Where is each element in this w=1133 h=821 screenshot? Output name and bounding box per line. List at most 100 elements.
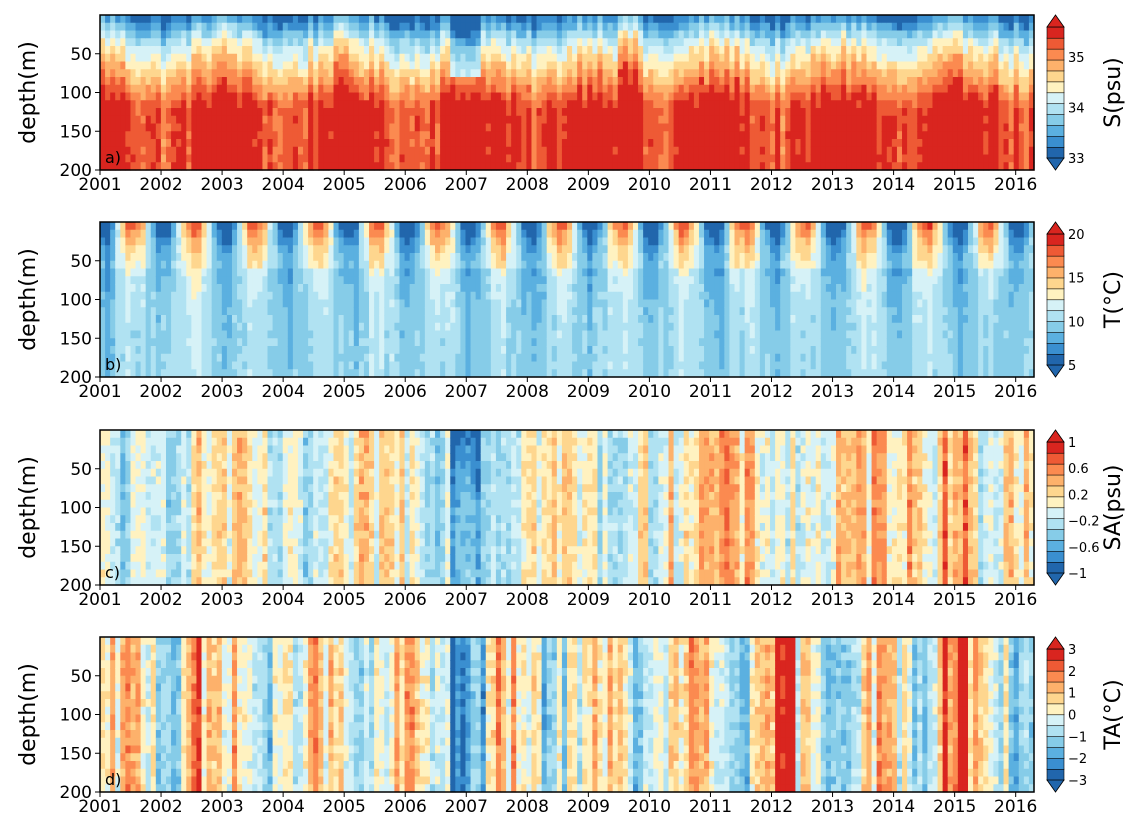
- heatmap-cell: [1013, 139, 1020, 148]
- heatmap-cell: [825, 53, 832, 63]
- heatmap-cell: [181, 307, 187, 316]
- heatmap-cell: [587, 38, 593, 47]
- heatmap-cell: [282, 84, 289, 94]
- heatmap-cell: [125, 229, 132, 239]
- heatmap-cell: [440, 131, 446, 140]
- heatmap-cell: [196, 253, 203, 262]
- heatmap-cell: [150, 53, 157, 63]
- heatmap-cell: [343, 146, 350, 156]
- heatmap-cell: [739, 162, 746, 171]
- heatmap-cell: [455, 15, 462, 24]
- heatmap-cell: [100, 346, 106, 355]
- heatmap-cell: [333, 330, 340, 339]
- heatmap-cell: [414, 69, 421, 78]
- heatmap-cell: [511, 30, 517, 39]
- heatmap-cell: [480, 69, 487, 78]
- heatmap-cell: [460, 139, 467, 148]
- heatmap-cell: [181, 253, 187, 262]
- heatmap-cell: [866, 154, 873, 163]
- heatmap-cell: [795, 46, 802, 55]
- heatmap-cell: [272, 276, 279, 285]
- heatmap-cell: [556, 38, 563, 47]
- heatmap-cell: [693, 115, 700, 125]
- heatmap-cell: [389, 322, 396, 332]
- heatmap-cell: [257, 30, 264, 39]
- heatmap-cell: [338, 315, 345, 324]
- heatmap-cell: [389, 100, 396, 109]
- heatmap-cell: [480, 162, 487, 171]
- heatmap-cell: [612, 162, 619, 171]
- heatmap-cell: [140, 139, 147, 148]
- heatmap-cell: [663, 15, 670, 24]
- heatmap-cell: [754, 139, 761, 148]
- heatmap-cell: [100, 108, 106, 117]
- heatmap-cell: [110, 92, 116, 101]
- heatmap-cell: [247, 84, 253, 94]
- heatmap-cell: [704, 162, 710, 171]
- heatmap-cell: [861, 84, 868, 94]
- heatmap-cell: [739, 69, 746, 78]
- heatmap-cell: [374, 146, 380, 156]
- heatmap-cell: [333, 61, 340, 70]
- heatmap-cell: [252, 146, 258, 156]
- heatmap-cell: [871, 77, 878, 86]
- heatmap-cell: [130, 307, 137, 316]
- heatmap-cell: [374, 22, 380, 32]
- heatmap-cell: [754, 22, 761, 32]
- heatmap-cell: [267, 69, 274, 78]
- heatmap-cell: [851, 84, 857, 94]
- heatmap-cell: [917, 139, 923, 148]
- heatmap-cell: [338, 139, 345, 148]
- heatmap-cell: [186, 61, 192, 70]
- heatmap-cell: [1028, 69, 1035, 78]
- heatmap-cell: [247, 237, 253, 246]
- heatmap-cell: [292, 330, 299, 339]
- heatmap-cell: [363, 154, 370, 163]
- heatmap-cell: [399, 222, 406, 231]
- heatmap-cell: [186, 245, 192, 254]
- heatmap-cell: [475, 146, 482, 156]
- heatmap-cell: [226, 268, 233, 277]
- heatmap-cell: [221, 284, 228, 293]
- heatmap-cell: [171, 260, 177, 270]
- heatmap-cell: [211, 253, 218, 262]
- heatmap-cell: [445, 38, 451, 47]
- heatmap-cell: [978, 162, 984, 171]
- heatmap-cell: [1003, 84, 1010, 94]
- heatmap-cell: [612, 84, 619, 94]
- heatmap-cell: [105, 307, 111, 316]
- heatmap-cell: [257, 146, 264, 156]
- heatmap-cell: [120, 299, 126, 308]
- heatmap-cell: [673, 131, 680, 140]
- heatmap-cell: [353, 245, 360, 254]
- heatmap-cell: [698, 115, 705, 125]
- heatmap-cell: [521, 154, 527, 163]
- heatmap-cell: [714, 131, 720, 140]
- heatmap-cell: [308, 92, 314, 101]
- heatmap-cell: [394, 69, 401, 78]
- heatmap-cell: [318, 299, 324, 308]
- heatmap-cell: [830, 108, 837, 117]
- heatmap-cell: [424, 123, 431, 132]
- heatmap-cell: [292, 253, 299, 262]
- heatmap-cell: [150, 146, 157, 156]
- heatmap-cell: [226, 346, 233, 355]
- heatmap-cell: [693, 100, 700, 109]
- heatmap-cell: [714, 123, 720, 132]
- heatmap-cell: [186, 222, 192, 231]
- heatmap-cell: [577, 22, 583, 32]
- heatmap-cell: [632, 15, 639, 24]
- heatmap-cell: [389, 139, 396, 148]
- heatmap-cell: [150, 268, 157, 277]
- heatmap-cell: [460, 22, 467, 32]
- heatmap-cell: [206, 46, 213, 55]
- colorbar-max-arrow: [1046, 14, 1065, 28]
- heatmap-cell: [495, 53, 502, 63]
- heatmap-cell: [196, 22, 203, 32]
- heatmap-cell: [120, 369, 126, 378]
- heatmap-cell: [602, 100, 609, 109]
- heatmap-cell: [242, 307, 248, 316]
- heatmap-cell: [561, 154, 568, 163]
- heatmap-cell: [308, 108, 314, 117]
- heatmap-cell: [252, 61, 258, 70]
